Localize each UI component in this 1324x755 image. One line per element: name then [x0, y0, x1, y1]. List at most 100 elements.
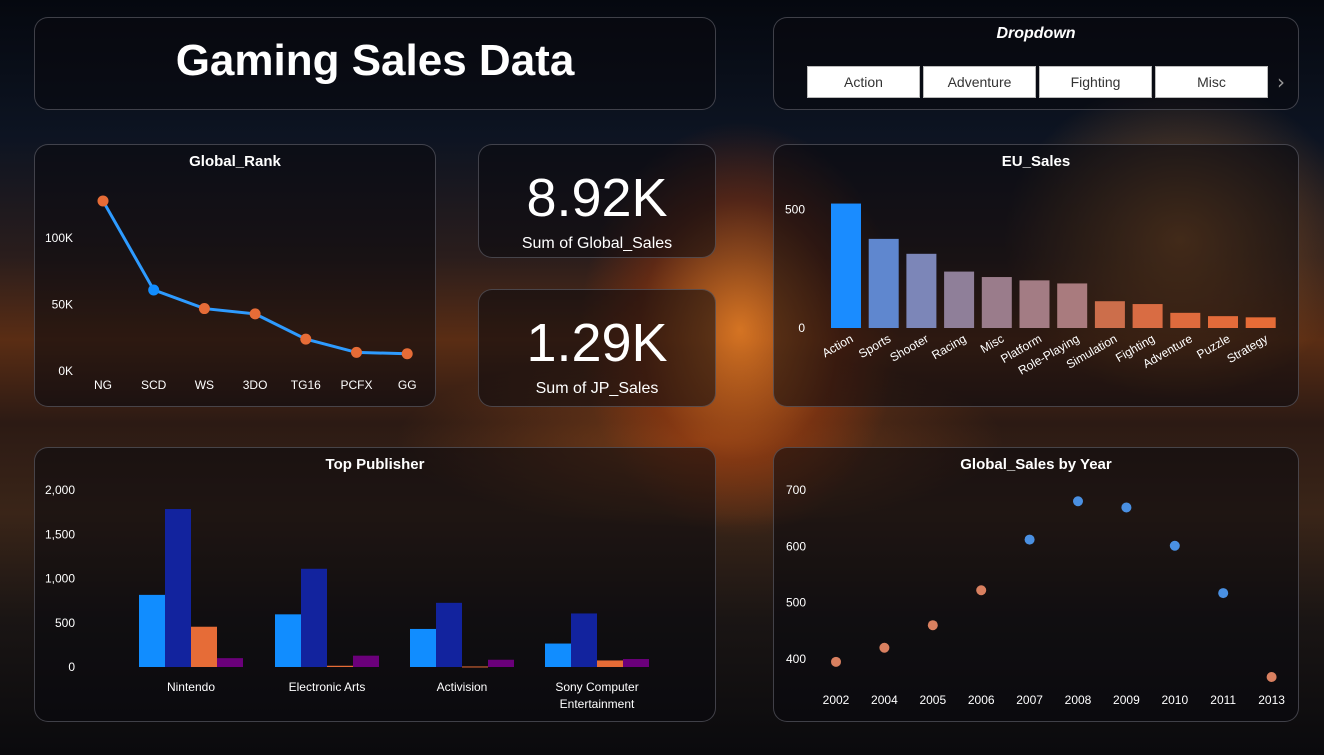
- data-point: [1121, 502, 1132, 513]
- bar: [139, 594, 165, 667]
- data-point: [831, 656, 841, 667]
- series-line: [101, 200, 408, 356]
- bar: [623, 659, 649, 667]
- bar: [410, 628, 436, 667]
- data-point: [1024, 534, 1035, 545]
- data-point: [1169, 540, 1180, 551]
- y-tick-label: 500: [55, 616, 75, 630]
- x-tick-label: Sports: [856, 331, 893, 360]
- y-tick-label: 700: [786, 483, 806, 497]
- sales-by-year-scatter-chart: 400 500 600 700 2002 2004 2005 2006 2007 2008 2009…: [786, 483, 1285, 707]
- bar: [868, 238, 899, 328]
- x-tick-label: Nintendo: [167, 680, 215, 694]
- x-tick-label: 2007: [1016, 693, 1043, 707]
- data-point: [976, 585, 987, 596]
- bar: [165, 509, 191, 667]
- bar: [1170, 312, 1201, 328]
- y-tick-label: 0: [798, 321, 805, 335]
- global-rank-line-chart: 0K 50K 100K NG SCD WS 3DO TG16 PCFX GG: [45, 195, 417, 392]
- x-tick-label: GG: [398, 378, 417, 392]
- x-tick-label: Shooter: [887, 331, 930, 364]
- data-point: [351, 346, 362, 358]
- bar: [1019, 280, 1050, 328]
- data-point: [927, 620, 938, 631]
- chevron-right-icon[interactable]: ›: [1277, 70, 1285, 94]
- x-tick-label: Entertainment: [560, 697, 635, 711]
- slicer-option-action[interactable]: Action: [807, 66, 920, 98]
- slicer-option-misc[interactable]: Misc: [1155, 66, 1268, 98]
- y-tick-label: 100K: [45, 231, 73, 245]
- x-tick-label: 2010: [1161, 693, 1188, 707]
- x-tick-label: 2008: [1065, 693, 1092, 707]
- data-point: [1266, 672, 1277, 683]
- x-tick-label: Strategy: [1224, 331, 1270, 365]
- bar: [1057, 283, 1088, 328]
- x-tick-label: 2006: [968, 693, 995, 707]
- bar: [1132, 304, 1163, 328]
- bar: [217, 658, 243, 667]
- bar: [906, 253, 937, 328]
- x-tick-label: PCFX: [340, 378, 372, 392]
- bar: [981, 277, 1012, 328]
- x-tick-label: 2011: [1210, 693, 1236, 707]
- y-tick-label: 1,500: [45, 527, 75, 541]
- bar: [327, 665, 353, 667]
- x-tick-label: SCD: [141, 378, 167, 392]
- bar: [353, 655, 379, 667]
- bar: [1245, 317, 1276, 328]
- kpi-value: 8.92K: [526, 168, 668, 228]
- data-point: [1073, 496, 1083, 507]
- kpi-label: Sum of Global_Sales: [521, 235, 673, 252]
- bar: [571, 613, 597, 667]
- slicer-option-adventure[interactable]: Adventure: [923, 66, 1036, 98]
- page-title: Gaming Sales Data: [175, 36, 575, 85]
- bar: [944, 271, 975, 328]
- kpi-value: 1.29K: [526, 313, 668, 373]
- x-tick-label: 2013: [1258, 693, 1285, 707]
- x-tick-label: 2009: [1113, 693, 1140, 707]
- x-tick-label: 2004: [871, 693, 898, 707]
- dropdown-slicer-panel: Dropdown Action Adventure Fighting Misc …: [773, 17, 1299, 110]
- x-tick-label: 2002: [823, 693, 850, 707]
- dropdown-title: Dropdown: [996, 25, 1076, 42]
- global-rank-chart-panel: Global_Rank 0K 50K 100K NG SCD WS 3DO TG16 PCFX G…: [34, 144, 436, 407]
- x-tick-label: Racing: [929, 331, 968, 362]
- eu-sales-chart-panel: EU_Sales 0 500 Action Sports Shooter Racing Mi…: [773, 144, 1299, 407]
- bar: [462, 666, 488, 668]
- x-tick-label: TG16: [291, 378, 321, 392]
- data-point: [249, 308, 261, 320]
- y-tick-label: 600: [786, 539, 806, 553]
- y-tick-label: 400: [786, 652, 806, 666]
- kpi-card-jp-sales: 1.29K Sum of JP_Sales: [478, 289, 716, 407]
- y-tick-label: 50K: [52, 298, 73, 312]
- bar: [301, 568, 327, 667]
- bar: [275, 614, 301, 667]
- y-tick-label: 2,000: [45, 483, 75, 497]
- x-tick-label: Activision: [437, 680, 488, 694]
- chart-title: Global_Rank: [189, 153, 281, 170]
- y-tick-label: 0: [68, 660, 75, 674]
- data-point: [97, 195, 109, 207]
- x-tick-label: 2005: [919, 693, 946, 707]
- y-tick-label: 0K: [58, 364, 73, 378]
- title-panel: Gaming Sales Data: [34, 17, 716, 110]
- sales-by-year-chart-panel: Global_Sales by Year 400 500 600 700 2002 200…: [773, 447, 1299, 722]
- x-tick-label: WS: [195, 378, 214, 392]
- y-tick-label: 500: [785, 202, 805, 216]
- bar: [1208, 316, 1238, 328]
- bar: [436, 602, 462, 667]
- chart-title: Top Publisher: [325, 456, 425, 473]
- bar: [488, 659, 514, 667]
- data-point: [300, 333, 312, 345]
- y-tick-label: 500: [786, 596, 806, 610]
- x-tick-label: Sony Computer: [555, 680, 638, 694]
- bar: [191, 626, 217, 667]
- y-tick-label: 1,000: [45, 572, 75, 586]
- kpi-card-global-sales: 8.92K Sum of Global_Sales: [478, 144, 716, 258]
- kpi-label: Sum of JP_Sales: [535, 380, 659, 397]
- chart-title: EU_Sales: [1001, 153, 1071, 170]
- data-point: [148, 284, 160, 296]
- slicer-option-fighting[interactable]: Fighting: [1039, 66, 1152, 98]
